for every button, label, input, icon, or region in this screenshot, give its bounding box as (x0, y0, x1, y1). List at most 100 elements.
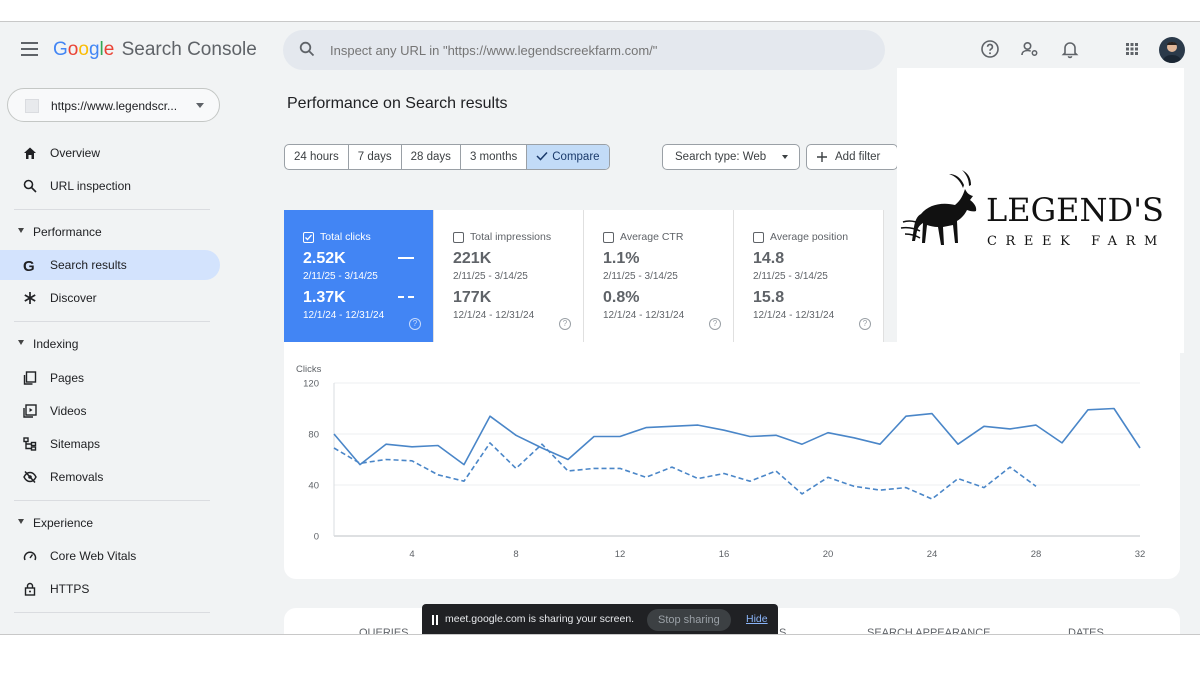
sidebar-section-experience[interactable]: Experience (0, 511, 220, 535)
data-point (1034, 423, 1038, 427)
asterisk-icon (24, 292, 36, 304)
sharing-message: meet.google.com is sharing your screen. (445, 613, 635, 625)
url-inspection-bar[interactable] (283, 30, 885, 70)
checkbox[interactable] (603, 232, 614, 243)
url-inspection-input[interactable] (330, 40, 870, 60)
clicks-line-chart[interactable]: Clicks 0 40 80 120 4 8 12 16 20 24 28 32 (284, 342, 1180, 579)
data-point (1086, 408, 1090, 412)
data-point (592, 434, 596, 438)
metric-value-previous: 0.8% (603, 289, 640, 306)
hide-banner-link[interactable]: Hide (746, 613, 768, 625)
main-menu-icon[interactable] (21, 42, 38, 56)
data-point (514, 466, 518, 470)
sidebar-divider (14, 612, 210, 613)
data-point (956, 442, 960, 446)
videos-icon (23, 404, 37, 418)
sidebar-divider (14, 500, 210, 501)
sidebar-section-performance[interactable]: Performance (0, 220, 220, 244)
compare-button[interactable]: Compare (527, 145, 609, 169)
data-point (774, 469, 778, 473)
data-point (930, 411, 934, 415)
metric-value-previous: 15.8 (753, 289, 785, 306)
metric-card-average-ctr[interactable]: Average CTR 1.1% 2/11/25 - 3/14/25 0.8% … (584, 210, 734, 342)
sidebar-item-videos[interactable]: Videos (0, 396, 220, 426)
solid-line-legend-icon (398, 257, 414, 259)
data-point (566, 457, 570, 461)
date-option-3-months[interactable]: 3 months (461, 145, 528, 169)
metric-value-current: 14.8 (753, 250, 785, 267)
help-icon[interactable]: ? (859, 318, 871, 330)
data-point (358, 461, 362, 465)
data-point (332, 432, 336, 436)
search-console-logo[interactable]: Google Search Console (53, 39, 257, 60)
x-tick-label: 8 (513, 549, 518, 560)
x-tick-label: 32 (1135, 549, 1146, 560)
svg-text:G: G (23, 258, 35, 272)
data-point (722, 471, 726, 475)
data-point (956, 476, 960, 480)
data-point (410, 445, 414, 449)
sidebar-item-sitemaps[interactable]: Sitemaps (0, 429, 220, 459)
y-tick-label: 120 (303, 379, 319, 390)
dashed-line-legend-icon (398, 296, 414, 298)
avatar[interactable] (1159, 37, 1185, 63)
pages-icon (23, 371, 37, 385)
data-point (1008, 465, 1012, 469)
help-icon[interactable]: ? (409, 318, 421, 330)
add-filter-button[interactable]: Add filter (806, 144, 898, 170)
data-point (826, 431, 830, 435)
sidebar-item-discover[interactable]: Discover (0, 283, 220, 313)
help-icon[interactable] (980, 39, 1000, 59)
data-point (618, 466, 622, 470)
metric-card-total-impressions[interactable]: Total impressions 221K 2/11/25 - 3/14/25… (434, 210, 584, 342)
property-selector[interactable]: https://www.legendscr... (7, 88, 220, 122)
screen-sharing-banner: meet.google.com is sharing your screen. … (422, 604, 778, 634)
manage-users-icon[interactable] (1020, 39, 1040, 59)
date-option-28-days[interactable]: 28 days (402, 145, 461, 169)
brand-name-line1: LEGEND'S (986, 191, 1164, 229)
sidebar-item-core-web-vitals[interactable]: Core Web Vitals (0, 541, 220, 571)
data-point (488, 441, 492, 445)
tab-dates[interactable]: DATES (1068, 627, 1104, 635)
data-point (592, 466, 596, 470)
metric-card-average-position[interactable]: Average position 14.8 2/11/25 - 3/14/25 … (734, 210, 884, 342)
data-point (670, 424, 674, 428)
data-point (566, 469, 570, 473)
checkbox[interactable] (303, 232, 314, 243)
metric-value-previous: 177K (453, 289, 492, 306)
sidebar-item-https[interactable]: HTTPS (0, 574, 220, 604)
help-icon[interactable]: ? (559, 318, 571, 330)
sidebar-section-indexing[interactable]: Indexing (0, 332, 220, 356)
notifications-icon[interactable] (1060, 39, 1080, 59)
data-point (878, 488, 882, 492)
tab-search-appearance[interactable]: SEARCH APPEARANCE (867, 627, 991, 635)
data-point (904, 485, 908, 489)
data-point (1112, 406, 1116, 410)
checkbox[interactable] (753, 232, 764, 243)
data-point (1008, 427, 1012, 431)
brand-logo-overlay: LEGEND'S CREEK FARM (897, 68, 1184, 353)
help-icon[interactable]: ? (709, 318, 721, 330)
sidebar-item-search-results[interactable]: G Search results (0, 250, 220, 280)
data-point (1034, 484, 1038, 488)
collapse-triangle-icon (18, 340, 24, 345)
plus-icon (817, 152, 827, 162)
data-point (748, 479, 752, 483)
apps-grid-icon[interactable] (1122, 39, 1142, 59)
collapse-triangle-icon (18, 228, 24, 233)
sidebar-item-removals[interactable]: Removals (0, 462, 220, 492)
stop-sharing-button[interactable]: Stop sharing (647, 609, 731, 631)
tab-pages[interactable]: S (779, 627, 787, 635)
date-option-7-days[interactable]: 7 days (349, 145, 402, 169)
sidebar-item-overview[interactable]: Overview (0, 138, 220, 168)
search-type-filter[interactable]: Search type: Web (662, 144, 800, 170)
data-point (1138, 446, 1142, 450)
date-option-24-hours[interactable]: 24 hours (285, 145, 349, 169)
metric-card-total-clicks[interactable]: Total clicks 2.52K 2/11/25 - 3/14/25 1.3… (284, 210, 434, 342)
goat-logo-icon (900, 170, 977, 245)
tab-queries[interactable]: QUERIES (359, 627, 409, 635)
gauge-icon (23, 551, 37, 561)
checkbox[interactable] (453, 232, 464, 243)
sidebar-item-url-inspection[interactable]: URL inspection (0, 171, 220, 201)
sidebar-item-pages[interactable]: Pages (0, 363, 220, 393)
